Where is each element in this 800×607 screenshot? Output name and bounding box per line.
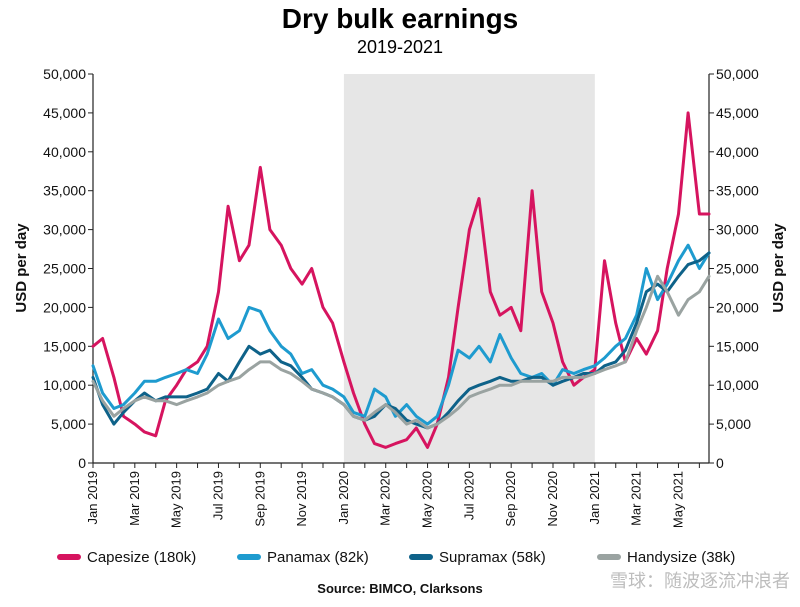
x-tick-label: May 2019 bbox=[169, 471, 184, 528]
series-line-handysize bbox=[91, 274, 711, 430]
series-line-supramax bbox=[91, 251, 711, 430]
y-tick-label-right: 5,000 bbox=[716, 416, 751, 432]
x-tick-label: Jul 2019 bbox=[210, 471, 225, 520]
x-tick-label: Nov 2019 bbox=[294, 471, 309, 527]
y-tick-label-left: 15,000 bbox=[43, 338, 86, 354]
y-tick-label-left: 10,000 bbox=[43, 377, 86, 393]
legend-label: Supramax (58k) bbox=[439, 549, 546, 566]
x-tick-label: Mar 2020 bbox=[378, 471, 393, 526]
y-tick-label-right: 50,000 bbox=[716, 66, 759, 82]
y-tick-label-right: 45,000 bbox=[716, 105, 759, 121]
x-tick-label: Jan 2021 bbox=[587, 471, 602, 525]
shaded-period-2020 bbox=[343, 74, 595, 463]
y-tick-label-right: 15,000 bbox=[716, 338, 759, 354]
y-tick-label-left: 5,000 bbox=[51, 416, 86, 432]
x-tick-label: Jul 2020 bbox=[461, 471, 476, 520]
y-axis-left-label: USD per day bbox=[13, 223, 30, 313]
legend-label: Handysize (38k) bbox=[627, 549, 735, 566]
legend-label: Panamax (82k) bbox=[267, 549, 369, 566]
y-tick-label-left: 40,000 bbox=[43, 144, 86, 160]
x-axis-ticks: Jan 2019 Mar 2019 May 2019 Jul 2019 Sep 2019… bbox=[85, 463, 700, 528]
y-tick-label-right: 0 bbox=[716, 455, 724, 471]
y-tick-label-right: 35,000 bbox=[716, 183, 759, 199]
legend-label: Capesize (180k) bbox=[87, 549, 196, 566]
chart-title: Dry bulk earnings bbox=[282, 3, 519, 34]
x-tick-label: May 2021 bbox=[670, 471, 685, 528]
x-tick-label: May 2020 bbox=[420, 471, 435, 528]
y-tick-label-right: 10,000 bbox=[716, 377, 759, 393]
y-tick-label-right: 20,000 bbox=[716, 299, 759, 315]
x-tick-label: Jan 2020 bbox=[336, 471, 351, 525]
y-axis-left-ticks: 0 5,000 10,000 15,000 20,000 25,000 30,000 35,0… bbox=[43, 66, 93, 471]
x-tick-label: Nov 2020 bbox=[545, 471, 560, 527]
watermark: 雪球：随波逐流冲浪者 bbox=[610, 571, 790, 591]
y-tick-label-left: 0 bbox=[78, 455, 86, 471]
chart-subtitle: 2019-2021 bbox=[357, 37, 443, 57]
y-tick-label-right: 40,000 bbox=[716, 144, 759, 160]
y-tick-label-left: 45,000 bbox=[43, 105, 86, 121]
y-tick-label-right: 30,000 bbox=[716, 222, 759, 238]
y-axis-right-ticks: 0 5,000 10,000 15,000 20,000 25,000 30,000 35,0… bbox=[709, 66, 759, 471]
y-tick-label-left: 35,000 bbox=[43, 183, 86, 199]
legend: Capesize (180k) Panamax (82k) Supramax (58… bbox=[57, 549, 735, 566]
x-tick-label: Mar 2021 bbox=[629, 471, 644, 526]
series-lines bbox=[91, 111, 711, 449]
x-tick-label: Mar 2019 bbox=[127, 471, 142, 526]
source-note: Source: BIMCO, Clarksons bbox=[317, 581, 482, 596]
y-axis-right-label: USD per day bbox=[770, 223, 787, 313]
series-line-capesize bbox=[91, 111, 711, 449]
x-tick-label: Sep 2020 bbox=[503, 471, 518, 527]
x-tick-label: Jan 2019 bbox=[85, 471, 100, 525]
y-tick-label-left: 25,000 bbox=[43, 261, 86, 277]
y-tick-label-left: 20,000 bbox=[43, 299, 86, 315]
y-tick-label-right: 25,000 bbox=[716, 261, 759, 277]
y-tick-label-left: 50,000 bbox=[43, 66, 86, 82]
x-tick-label: Sep 2019 bbox=[252, 471, 267, 527]
y-tick-label-left: 30,000 bbox=[43, 222, 86, 238]
series-line-panamax bbox=[91, 243, 711, 426]
